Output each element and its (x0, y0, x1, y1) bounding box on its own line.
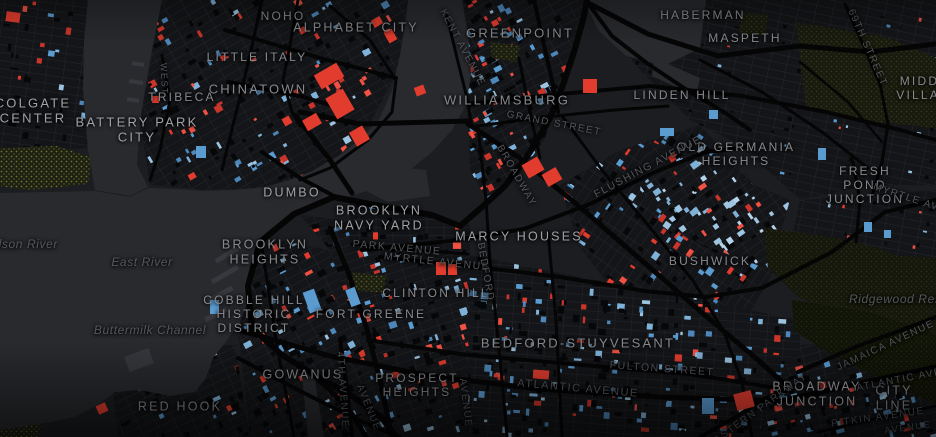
map-viewport[interactable]: NOHO ALPHABET CITY LITTLE ITALY CHINATOWN TR… (0, 0, 936, 437)
map-geometry (0, 0, 936, 437)
